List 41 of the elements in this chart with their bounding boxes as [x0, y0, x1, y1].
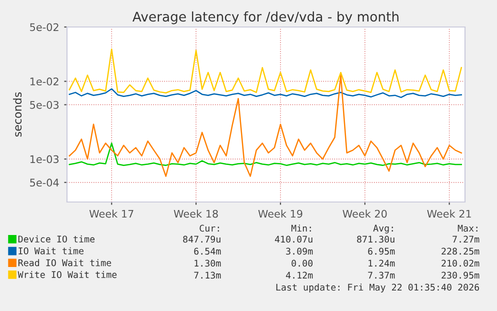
x-tick-label: Week 21 [427, 210, 471, 218]
text: 410.07u [274, 236, 312, 243]
text: 228.25m [442, 248, 480, 255]
y-tick-label: 5e-04 [30, 178, 59, 187]
text: 1.24m [368, 260, 395, 267]
y-tick-label: 1e-03 [30, 155, 59, 164]
text: 7.13m [194, 272, 221, 279]
text: 7.37m [368, 272, 395, 279]
text: Avg: [373, 224, 393, 234]
legend-label: Device IO time [18, 235, 95, 243]
line-series [68, 88, 462, 98]
text: 6.54m [194, 248, 221, 255]
text: 7.27m [452, 236, 480, 243]
line-series [68, 142, 462, 166]
text: 1.30m [194, 260, 221, 267]
text: 0.00 [292, 260, 313, 267]
text: Min: [291, 224, 311, 232]
x-tick-label: Week 17 [89, 210, 134, 218]
y-axis-title: seconds [13, 92, 22, 137]
legend-label: Write IO Wait time [18, 270, 117, 278]
line-series [68, 74, 462, 177]
legend-label: IO Wait time [18, 247, 84, 254]
text: 3.09m [286, 248, 313, 255]
x-tick-label: Week 18 [174, 210, 218, 218]
y-tick-label: 5e-03 [30, 100, 59, 109]
text: 230.95m [442, 272, 480, 279]
x-tick-label: Week 19 [258, 210, 302, 218]
text: 847.79u [183, 236, 220, 243]
chart-title: Average latency for /dev/vda - by month [132, 11, 398, 24]
text: 210.02m [442, 260, 480, 267]
text: 4.12m [286, 272, 313, 279]
text: Last update: Fri May 22 01:35:40 2026 [276, 284, 480, 292]
text: 6.95m [368, 248, 395, 255]
text: Cur: [200, 224, 219, 232]
x-tick-label: Week 20 [342, 210, 387, 218]
y-tick-label: 1e-02 [30, 78, 58, 86]
text: 871.30u [357, 236, 394, 243]
y-tick-label: 5e-02 [30, 23, 58, 32]
text: Max: [458, 224, 478, 232]
line-series [68, 48, 462, 94]
legend-label: Read IO Wait time [18, 259, 112, 266]
